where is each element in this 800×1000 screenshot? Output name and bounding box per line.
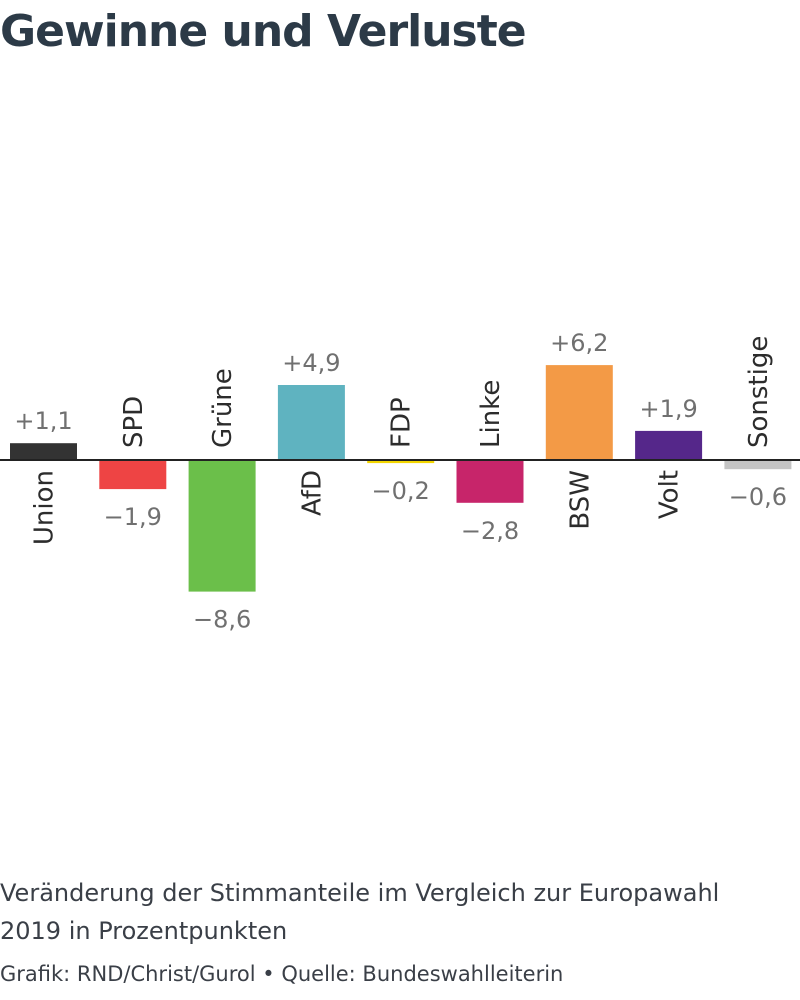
bar-linke [456, 460, 524, 503]
category-label-linke: Linke [476, 380, 506, 448]
value-label-gruene: −8,6 [193, 606, 251, 634]
value-label-afd: +4,9 [282, 349, 340, 377]
bar-volt [635, 430, 703, 460]
bar-bsw [545, 365, 613, 460]
value-label-volt: +1,9 [639, 395, 697, 423]
bar-sonstige [724, 460, 792, 470]
value-label-sonstige: −0,6 [729, 483, 787, 511]
bar-gruene [188, 460, 256, 592]
value-label-union: +1,1 [14, 407, 72, 435]
bar-spd [99, 460, 167, 490]
chart-title: Gewinne und Verluste [0, 6, 527, 57]
category-label-fdp: FDP [387, 397, 417, 448]
bar-afd [277, 385, 345, 460]
chart-subtitle: Veränderung der Stimmanteile im Vergleic… [0, 879, 720, 945]
value-label-linke: −2,8 [461, 517, 519, 545]
category-label-sonstige: Sonstige [744, 336, 774, 448]
value-label-fdp: −0,2 [372, 477, 430, 505]
bar-union [10, 443, 77, 460]
category-label-union: Union [30, 470, 60, 545]
category-label-spd: SPD [119, 396, 149, 448]
category-label-volt: Volt [655, 470, 685, 519]
chart-source: Grafik: RND/Christ/Gurol • Quelle: Bunde… [0, 962, 564, 986]
category-label-afd: AfD [297, 470, 327, 516]
value-label-bsw: +6,2 [550, 329, 608, 357]
value-label-spd: −1,9 [104, 503, 162, 531]
bar-fdp [367, 460, 435, 464]
category-label-gruene: Grüne [208, 368, 238, 448]
category-label-bsw: BSW [565, 470, 595, 530]
